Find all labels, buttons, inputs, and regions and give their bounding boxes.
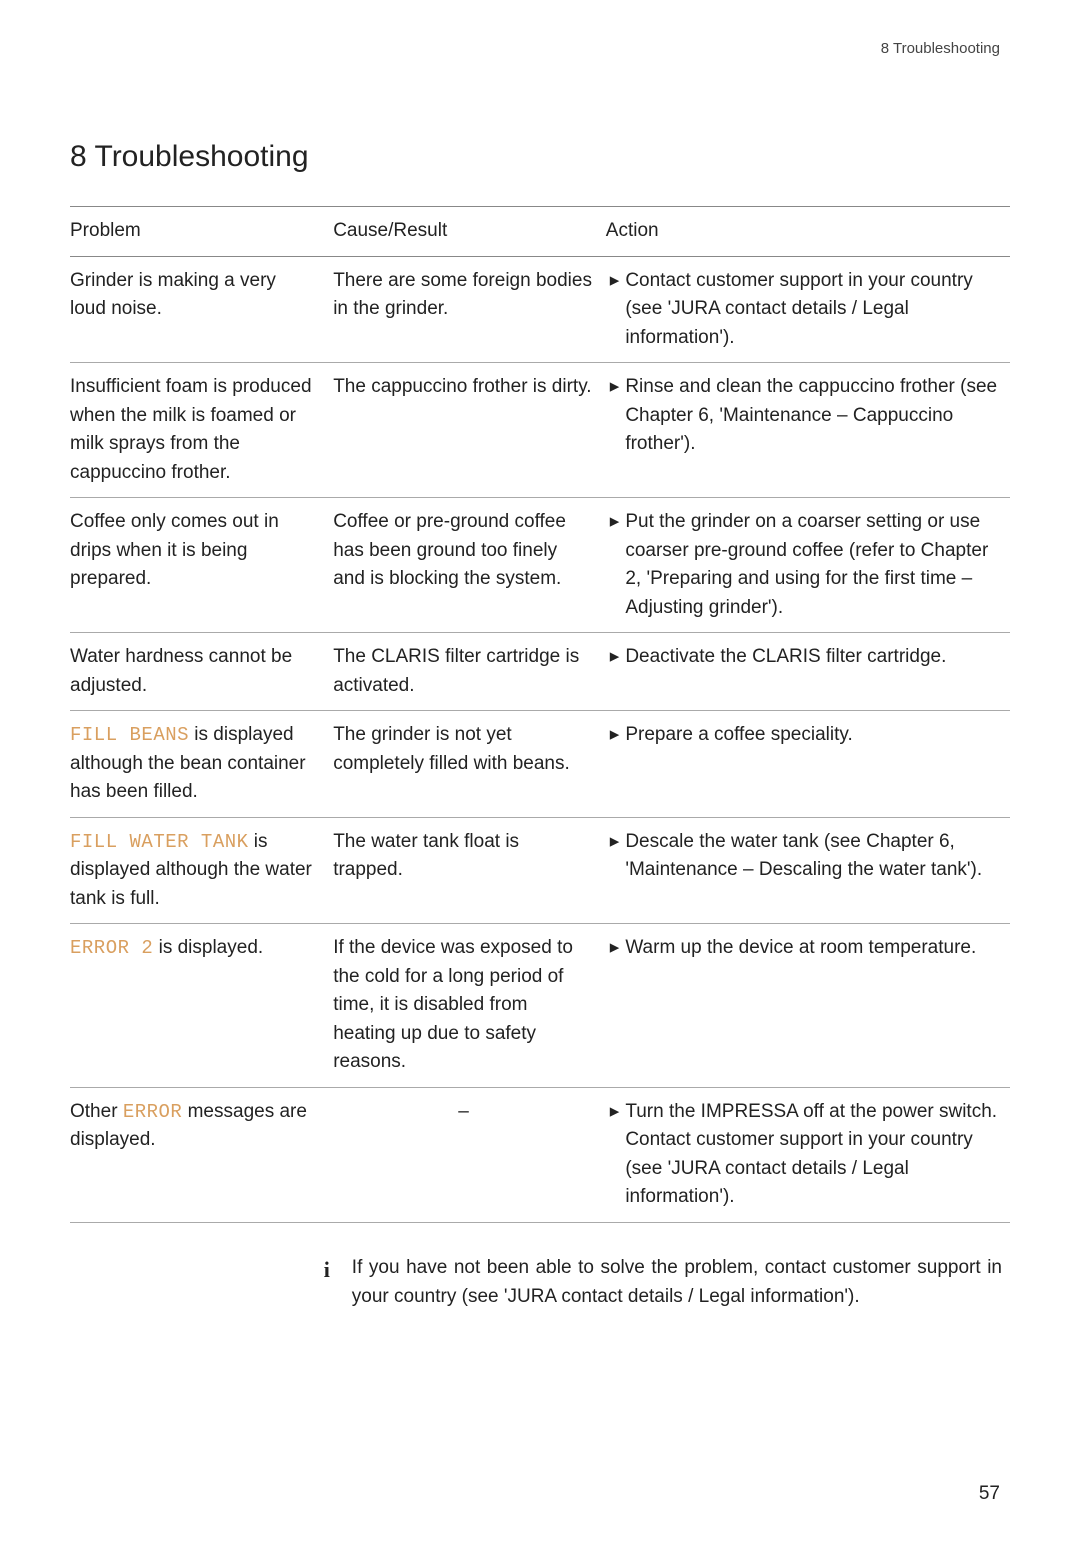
page-number: 57	[979, 1483, 1000, 1505]
info-icon: i	[324, 1253, 352, 1312]
problem-text: Other	[70, 1101, 123, 1122]
running-header: 8 Troubleshooting	[881, 40, 1000, 57]
cell-cause: There are some foreign bodies in the gri…	[333, 256, 606, 363]
problem-text: Water hardness cannot be adjusted.	[70, 646, 292, 696]
header-problem: Problem	[70, 207, 333, 257]
chapter-title: 8 Troubleshooting	[70, 140, 1010, 174]
action-text: Warm up the device at room temperature.	[625, 934, 997, 963]
cell-problem: FILL WATER TANK is displayed although th…	[70, 817, 333, 924]
cell-cause: Coffee or pre-ground coffee has been gro…	[333, 498, 606, 633]
action-text: Turn the IMPRESSA off at the power switc…	[625, 1098, 997, 1212]
action-bullet-icon: ▸	[610, 508, 626, 537]
action-bullet-icon: ▸	[610, 934, 626, 963]
table-row: Coffee only comes out in drips when it i…	[70, 498, 1010, 633]
cell-action: ▸Turn the IMPRESSA off at the power swit…	[606, 1087, 1010, 1222]
action-bullet-icon: ▸	[610, 267, 626, 296]
table-row: Insufficient foam is produced when the m…	[70, 363, 1010, 498]
cell-cause: –	[333, 1087, 606, 1222]
cell-action: ▸Warm up the device at room temperature.	[606, 924, 1010, 1088]
info-block: i If you have not been able to solve the…	[324, 1253, 1010, 1312]
display-code: FILL WATER TANK	[70, 831, 249, 853]
cell-cause: If the device was exposed to the cold fo…	[333, 924, 606, 1088]
display-code: FILL BEANS	[70, 724, 189, 746]
action-bullet-icon: ▸	[610, 828, 626, 857]
cell-action: ▸Rinse and clean the cappuccino frother …	[606, 363, 1010, 498]
cell-action: ▸Prepare a coffee speciality.	[606, 711, 1010, 818]
table-row: Grinder is making a very loud noise. Ther…	[70, 256, 1010, 363]
info-text: If you have not been able to solve the p…	[352, 1253, 1010, 1312]
cell-problem: Insufficient foam is produced when the m…	[70, 363, 333, 498]
cell-problem: Other ERROR messages are displayed.	[70, 1087, 333, 1222]
cell-action: ▸Deactivate the CLARIS filter cartridge.	[606, 633, 1010, 711]
cell-problem: Coffee only comes out in drips when it i…	[70, 498, 333, 633]
action-bullet-icon: ▸	[610, 373, 626, 402]
cell-cause: The grinder is not yet completely filled…	[333, 711, 606, 818]
header-action: Action	[606, 207, 1010, 257]
problem-text: Grinder is making a very loud noise.	[70, 270, 276, 320]
action-text: Put the grinder on a coarser setting or …	[625, 508, 997, 622]
action-text: Descale the water tank (see Chapter 6, '…	[625, 828, 997, 885]
troubleshooting-table: Problem Cause/Result Action Grinder is m…	[70, 206, 1010, 1223]
table-row: Water hardness cannot be adjusted. The CL…	[70, 633, 1010, 711]
display-code: ERROR	[123, 1101, 183, 1123]
table-body: Grinder is making a very loud noise. Ther…	[70, 256, 1010, 1222]
cell-action: ▸Contact customer support in your countr…	[606, 256, 1010, 363]
problem-text: is displayed.	[153, 937, 263, 958]
action-text: Contact customer support in your country…	[625, 267, 997, 353]
cell-problem: Water hardness cannot be adjusted.	[70, 633, 333, 711]
problem-text: Coffee only comes out in drips when it i…	[70, 511, 279, 589]
cell-action: ▸Put the grinder on a coarser setting or…	[606, 498, 1010, 633]
header-cause: Cause/Result	[333, 207, 606, 257]
table-row: FILL BEANS is displayed although the bea…	[70, 711, 1010, 818]
table-row: Other ERROR messages are displayed.–▸Tur…	[70, 1087, 1010, 1222]
table-row: FILL WATER TANK is displayed although th…	[70, 817, 1010, 924]
action-text: Prepare a coffee speciality.	[625, 721, 997, 750]
cell-problem: FILL BEANS is displayed although the bea…	[70, 711, 333, 818]
cell-problem: ERROR 2 is displayed.	[70, 924, 333, 1088]
action-bullet-icon: ▸	[610, 1098, 626, 1127]
table-row: ERROR 2 is displayed.If the device was e…	[70, 924, 1010, 1088]
cell-action: ▸Descale the water tank (see Chapter 6, …	[606, 817, 1010, 924]
cell-cause: The CLARIS filter cartridge is activated…	[333, 633, 606, 711]
cell-problem: Grinder is making a very loud noise.	[70, 256, 333, 363]
display-code: ERROR 2	[70, 937, 153, 959]
action-bullet-icon: ▸	[610, 643, 626, 672]
action-text: Deactivate the CLARIS filter cartridge.	[625, 643, 997, 672]
cell-cause: The cappuccino frother is dirty.	[333, 363, 606, 498]
table-header-row: Problem Cause/Result Action	[70, 207, 1010, 257]
cell-cause: The water tank float is trapped.	[333, 817, 606, 924]
action-bullet-icon: ▸	[610, 721, 626, 750]
problem-text: Insufficient foam is produced when the m…	[70, 376, 312, 483]
action-text: Rinse and clean the cappuccino frother (…	[625, 373, 997, 459]
